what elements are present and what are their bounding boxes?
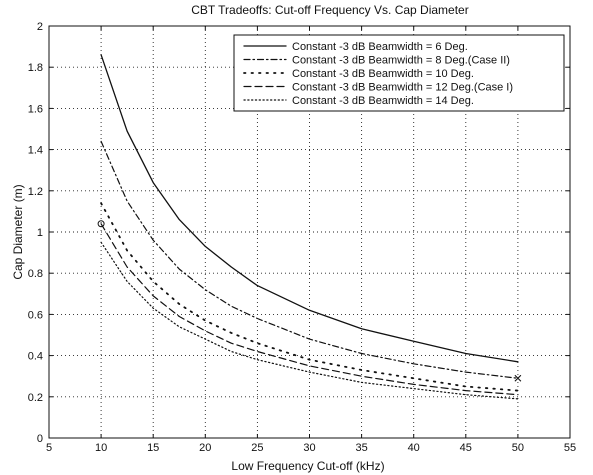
series-layer bbox=[100, 54, 519, 400]
legend-label-2: Constant -3 dB Beamwidth = 8 Deg.(Case I… bbox=[292, 55, 510, 67]
x-tick-label: 10 bbox=[95, 442, 107, 454]
series-line-3 bbox=[100, 202, 519, 392]
y-tick-label: 1.8 bbox=[28, 62, 43, 74]
y-tick-label: 1.4 bbox=[28, 145, 43, 157]
x-axis-label: Low Frequency Cut-off (kHz) bbox=[231, 459, 384, 473]
y-axis-label: Cap Diameter (m) bbox=[11, 184, 25, 279]
y-tick-label: 2 bbox=[37, 21, 43, 33]
chart-title: CBT Tradeoffs: Cut-off Frequency Vs. Cap… bbox=[191, 3, 468, 17]
y-tick-label: 1.2 bbox=[28, 186, 43, 198]
y-axis: 0 0.2 0.4 0.6 0.8 1 1.2 1.4 1.6 1.8 2 bbox=[28, 21, 570, 445]
y-tick-label: 0 bbox=[37, 433, 43, 445]
x-tick-label: 40 bbox=[408, 442, 420, 454]
x-tick-label: 5 bbox=[46, 442, 52, 454]
x-tick-label: 30 bbox=[303, 442, 315, 454]
legend-box bbox=[233, 34, 565, 112]
x-tick-label: 45 bbox=[460, 442, 472, 454]
x-tick-label: 35 bbox=[355, 442, 367, 454]
x-marker bbox=[514, 374, 522, 382]
y-tick-label: 1 bbox=[37, 227, 43, 239]
y-tick-label: 0.6 bbox=[28, 309, 43, 321]
legend-label-4: Constant -3 dB Beamwidth = 12 Deg.(Case … bbox=[292, 82, 513, 94]
legend: Constant -3 dB Beamwidth = 6 Deg. Constan… bbox=[233, 34, 565, 112]
legend-label-5: Constant -3 dB Beamwidth = 14 Deg. bbox=[292, 95, 474, 107]
series-line-4 bbox=[100, 223, 519, 396]
y-tick-label: 0.8 bbox=[28, 268, 43, 280]
x-tick-label: 20 bbox=[199, 442, 211, 454]
y-tick-label: 1.6 bbox=[28, 103, 43, 115]
x-tick-label: 15 bbox=[147, 442, 159, 454]
x-axis: 5 10 15 20 25 30 35 40 45 50 55 bbox=[46, 26, 576, 454]
y-tick-label: 0.4 bbox=[28, 351, 43, 363]
circle-marker bbox=[97, 220, 105, 228]
legend-label-1: Constant -3 dB Beamwidth = 6 Deg. bbox=[292, 41, 468, 53]
series-line-5 bbox=[100, 241, 519, 400]
series-line-1 bbox=[100, 54, 519, 363]
marker-layer bbox=[97, 220, 522, 382]
series-line-2 bbox=[100, 140, 519, 379]
legend-label-3: Constant -3 dB Beamwidth = 10 Deg. bbox=[292, 68, 474, 80]
y-tick-label: 0.2 bbox=[28, 392, 43, 404]
x-tick-label: 55 bbox=[564, 442, 576, 454]
x-tick-label: 50 bbox=[512, 442, 524, 454]
x-tick-label: 25 bbox=[251, 442, 263, 454]
